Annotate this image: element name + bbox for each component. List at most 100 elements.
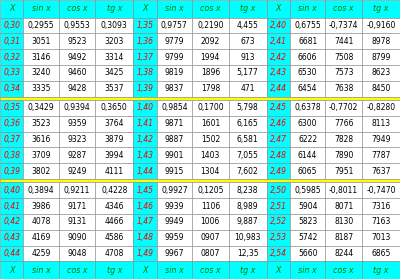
Text: 9837: 9837	[165, 84, 184, 93]
Text: 1,45: 1,45	[136, 186, 154, 195]
Text: cos x: cos x	[67, 4, 87, 13]
Text: 0,9553: 0,9553	[64, 21, 90, 30]
Bar	[290, 33, 325, 49]
Bar	[157, 230, 192, 246]
Text: 8130: 8130	[334, 217, 353, 226]
Bar	[325, 214, 362, 230]
Text: 3709: 3709	[31, 151, 51, 160]
Text: 2,50: 2,50	[270, 186, 287, 195]
Bar	[192, 147, 229, 163]
Bar	[95, 33, 133, 49]
Text: 9949: 9949	[164, 217, 184, 226]
Bar	[0, 182, 23, 198]
Text: cos x: cos x	[200, 266, 221, 275]
Bar	[157, 246, 192, 261]
Bar	[23, 49, 59, 65]
Bar	[325, 33, 362, 49]
Bar	[192, 100, 229, 116]
Text: 9915: 9915	[165, 167, 184, 175]
Text: 1601: 1601	[201, 119, 220, 128]
Bar	[23, 65, 59, 81]
Text: 1106: 1106	[201, 202, 220, 211]
Bar	[0, 65, 23, 81]
Bar	[192, 182, 229, 198]
Bar	[325, 18, 362, 33]
Text: 9871: 9871	[165, 119, 184, 128]
Bar	[290, 81, 325, 97]
Bar	[267, 182, 290, 198]
Text: 1,49: 1,49	[136, 249, 154, 258]
Text: 7163: 7163	[371, 217, 391, 226]
Bar	[362, 230, 400, 246]
Text: X: X	[9, 266, 14, 275]
Text: 2092: 2092	[201, 37, 220, 46]
Text: 1994: 1994	[201, 53, 220, 62]
Text: 5,177: 5,177	[237, 68, 258, 77]
Text: 1896: 1896	[201, 68, 220, 77]
Text: 6065: 6065	[298, 167, 318, 175]
Text: -0,8280: -0,8280	[366, 104, 396, 112]
Text: 8978: 8978	[371, 37, 391, 46]
Text: 9967: 9967	[164, 249, 184, 258]
Bar	[229, 100, 267, 116]
Text: 0,9211: 0,9211	[64, 186, 90, 195]
Text: 0,2955: 0,2955	[28, 21, 54, 30]
Bar	[362, 198, 400, 214]
Bar	[95, 198, 133, 214]
Text: 3802: 3802	[31, 167, 51, 175]
Bar	[290, 246, 325, 261]
Text: 9819: 9819	[165, 68, 184, 77]
Text: 3879: 3879	[105, 135, 124, 144]
Bar	[59, 33, 95, 49]
Text: cos x: cos x	[333, 266, 354, 275]
Bar	[133, 49, 157, 65]
Bar	[192, 65, 229, 81]
Bar	[157, 65, 192, 81]
Text: 7441: 7441	[334, 37, 353, 46]
Text: 8623: 8623	[371, 68, 391, 77]
Text: 2,49: 2,49	[270, 167, 287, 175]
Text: 1,37: 1,37	[136, 53, 154, 62]
Text: 5904: 5904	[298, 202, 318, 211]
Bar	[325, 81, 362, 97]
Bar	[0, 230, 23, 246]
Text: 0,6755: 0,6755	[294, 21, 321, 30]
Text: 1,48: 1,48	[136, 233, 154, 242]
Text: 2,42: 2,42	[270, 53, 287, 62]
Text: 7637: 7637	[371, 167, 391, 175]
Text: 913: 913	[240, 53, 255, 62]
Bar	[290, 18, 325, 33]
Text: 0,35: 0,35	[3, 104, 20, 112]
Bar	[23, 163, 59, 179]
Text: tg x: tg x	[240, 4, 256, 13]
Bar	[362, 0, 400, 18]
Bar	[325, 100, 362, 116]
Text: 7,055: 7,055	[237, 151, 259, 160]
Bar	[267, 147, 290, 163]
Bar	[362, 49, 400, 65]
Bar	[157, 132, 192, 147]
Text: 7638: 7638	[334, 84, 353, 93]
Bar	[59, 163, 95, 179]
Text: 7949: 7949	[371, 135, 391, 144]
Text: 4,455: 4,455	[237, 21, 259, 30]
Text: 8,238: 8,238	[237, 186, 258, 195]
Bar	[362, 33, 400, 49]
Bar	[0, 179, 400, 182]
Bar	[229, 261, 267, 279]
Bar	[157, 147, 192, 163]
Text: 4169: 4169	[31, 233, 51, 242]
Bar	[23, 0, 59, 18]
Bar	[133, 81, 157, 97]
Bar	[59, 230, 95, 246]
Text: 9492: 9492	[67, 53, 87, 62]
Text: 9048: 9048	[67, 249, 87, 258]
Text: 1,39: 1,39	[136, 84, 154, 93]
Bar	[290, 65, 325, 81]
Text: tg x: tg x	[106, 266, 122, 275]
Bar	[325, 182, 362, 198]
Text: X: X	[9, 4, 14, 13]
Text: X: X	[276, 266, 281, 275]
Bar	[95, 81, 133, 97]
Text: 7787: 7787	[371, 151, 391, 160]
